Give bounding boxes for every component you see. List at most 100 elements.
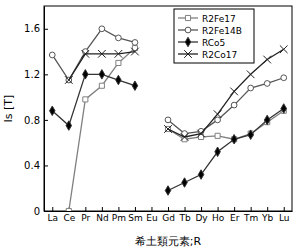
plot: La Ce Pr Nd PmSm Eu GdTb Dy Ho ErTmYb Lu 0 0.4 0.8 1.2… xyxy=(24,6,292,223)
marker xyxy=(264,81,270,87)
marker xyxy=(198,170,203,179)
legend-marker xyxy=(185,15,190,20)
x-tick: Sm xyxy=(128,207,142,223)
x-axis: La Ce Pr Nd PmSm Eu GdTb Dy Ho ErTmYb Lu xyxy=(45,207,293,223)
marker xyxy=(181,133,189,141)
x-axis-line xyxy=(45,211,293,212)
x-tick: Ho xyxy=(212,207,225,223)
x-tick-label: Nd xyxy=(96,213,108,223)
marker xyxy=(116,60,121,65)
marker xyxy=(98,50,106,58)
x-tick-mark xyxy=(234,207,235,211)
marker xyxy=(197,130,205,138)
legend-box xyxy=(174,9,254,63)
x-tick: Gd xyxy=(162,207,175,223)
y-tick-label: 0.8 xyxy=(24,115,40,126)
x-tick-label: Ce xyxy=(63,213,75,223)
y-tick-label: 1.6 xyxy=(24,23,40,34)
x-tick-mark xyxy=(118,207,119,211)
x-tick-label: Er xyxy=(230,213,240,223)
legend-marker xyxy=(184,50,192,58)
y-axis-title: Is [T] xyxy=(2,95,15,123)
marker xyxy=(83,70,88,79)
marker xyxy=(281,75,287,81)
y-tick-label: 1.2 xyxy=(24,69,40,80)
legend-label: R2Fe14B xyxy=(202,26,242,36)
x-tick: Pr xyxy=(81,207,90,223)
marker xyxy=(182,178,187,187)
marker xyxy=(99,83,104,88)
y-tick-mark xyxy=(44,211,48,212)
marker xyxy=(263,56,271,64)
plot-frame xyxy=(44,6,292,211)
marker xyxy=(231,102,237,108)
x-tick: La xyxy=(48,207,59,223)
x-tick-label: Tb xyxy=(178,213,190,223)
x-tick-label: Pm xyxy=(112,213,126,223)
x-tick-mark xyxy=(185,207,186,211)
marker xyxy=(231,135,236,144)
marker xyxy=(132,40,138,46)
x-tick-mark xyxy=(218,207,219,211)
marker xyxy=(66,121,71,130)
x-tick-mark xyxy=(168,207,169,211)
marker xyxy=(99,70,104,79)
y-tick: 0.4 xyxy=(24,160,48,171)
x-tick: Ce xyxy=(63,207,75,223)
y-tick: 0.8 xyxy=(24,115,48,126)
marker xyxy=(215,133,220,138)
marker xyxy=(116,75,121,84)
x-tick: Pm xyxy=(112,207,126,223)
marker xyxy=(281,104,286,113)
y-tick: 1.6 xyxy=(24,23,48,34)
marker xyxy=(83,97,88,102)
y-tick: 1.2 xyxy=(24,69,48,80)
marker xyxy=(264,115,269,124)
marker xyxy=(248,130,253,139)
chart: La Ce Pr Nd PmSm Eu GdTb Dy Ho ErTmYb Lu 0 0.4 0.8 1.2… xyxy=(0,0,300,251)
legend-label: R2Fe17 xyxy=(202,14,236,24)
marker xyxy=(165,117,171,123)
marker xyxy=(230,88,238,96)
marker xyxy=(165,186,170,195)
x-tick-label: Pr xyxy=(81,213,90,223)
y-tick-mark xyxy=(44,74,48,75)
y-axis: 0 0.4 0.8 1.2 1.6 xyxy=(24,7,48,217)
x-tick: Yb xyxy=(261,207,273,223)
x-tick: Lu xyxy=(279,207,290,223)
x-tick-mark xyxy=(251,207,252,211)
x-tick-label: Sm xyxy=(128,213,142,223)
x-tick-label: Ho xyxy=(212,213,225,223)
marker xyxy=(66,77,72,83)
x-tick-label: Dy xyxy=(195,213,208,223)
marker xyxy=(49,52,55,58)
marker xyxy=(132,81,137,90)
x-tick-mark xyxy=(284,207,285,211)
marker xyxy=(280,45,288,53)
marker xyxy=(131,48,139,56)
y-tick-mark xyxy=(44,165,48,166)
y-tick-label: 0.4 xyxy=(24,160,40,171)
x-tick-label: Gd xyxy=(162,213,175,223)
marker xyxy=(115,50,123,58)
y-axis-line xyxy=(44,7,45,212)
x-tick-label: Lu xyxy=(279,213,290,223)
marker xyxy=(50,106,55,115)
legend-marker xyxy=(185,27,191,33)
y-tick-mark xyxy=(44,29,48,30)
y-tick: 0 xyxy=(34,206,48,217)
marker xyxy=(116,35,122,41)
x-tick-label: Yb xyxy=(261,213,273,223)
y-tick-label: 0 xyxy=(34,206,40,217)
marker xyxy=(99,26,105,32)
legend-marker xyxy=(185,37,190,46)
marker xyxy=(215,117,221,123)
x-tick-mark xyxy=(52,207,53,211)
x-tick-mark xyxy=(151,207,152,211)
x-tick: Tm xyxy=(243,207,258,223)
x-tick-mark xyxy=(135,207,136,211)
marker xyxy=(214,110,222,118)
x-tick: Eu xyxy=(146,207,157,223)
marker xyxy=(248,85,254,91)
x-tick-mark xyxy=(102,207,103,211)
